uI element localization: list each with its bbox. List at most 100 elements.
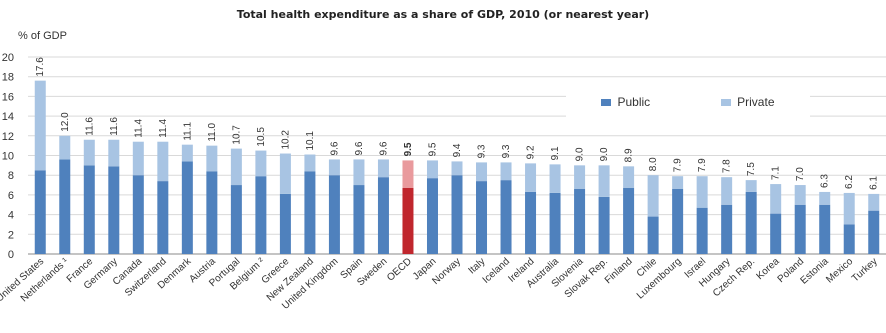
data-label: 11.6 <box>84 117 95 136</box>
bar-public <box>304 171 316 254</box>
bar-public <box>819 204 831 254</box>
data-label: 9.0 <box>575 147 586 161</box>
data-label: 6.1 <box>869 176 880 190</box>
data-label: 7.8 <box>722 159 733 173</box>
bar-private <box>770 184 782 214</box>
bar-private <box>353 159 365 186</box>
bar-private <box>83 139 95 166</box>
data-label: 9.5 <box>427 142 438 156</box>
y-tick-label: 10 <box>2 151 14 163</box>
bar-public <box>157 181 169 254</box>
bar-private <box>623 166 635 189</box>
bar-private <box>377 159 389 178</box>
x-tick-label: Norway <box>430 256 463 287</box>
legend-item-public: Public <box>601 95 650 109</box>
x-tick-label: Mexico <box>824 256 855 286</box>
bar-public <box>696 207 708 254</box>
data-label: 10.1 <box>305 131 316 151</box>
bar-public <box>794 204 806 254</box>
x-tick-label: Iceland <box>481 256 512 286</box>
bar-public <box>132 175 144 254</box>
bar-public <box>574 188 586 254</box>
bar-public <box>500 180 512 254</box>
data-label: 9.3 <box>501 144 512 158</box>
bar-private <box>402 160 414 189</box>
bar-public <box>59 159 71 254</box>
bar-public <box>476 181 488 254</box>
data-label: 11.4 <box>133 119 144 138</box>
bar-public <box>549 192 561 254</box>
y-tick-label: 6 <box>8 190 14 202</box>
legend: Public Private <box>566 84 810 120</box>
legend-item-private: Private <box>721 95 775 109</box>
bar-public <box>868 210 880 254</box>
data-label: 12.0 <box>60 112 71 132</box>
bar-public <box>525 191 537 254</box>
data-label: 9.6 <box>354 141 365 155</box>
legend-label-private: Private <box>737 95 775 109</box>
legend-swatch-public <box>601 98 612 106</box>
data-label: 11.4 <box>158 119 169 138</box>
data-label: 7.5 <box>746 162 757 176</box>
bar-public <box>451 175 463 254</box>
y-tick-label: 20 <box>2 52 14 64</box>
bar-public <box>647 216 659 254</box>
bar-public <box>34 170 46 254</box>
bar-private <box>476 162 488 182</box>
data-label: 9.5 <box>403 142 414 156</box>
data-label: 9.6 <box>378 141 389 155</box>
bar-private <box>304 154 316 172</box>
bar-private <box>843 192 855 225</box>
data-label: 9.4 <box>452 143 463 157</box>
bar-public <box>402 188 414 254</box>
bar-public <box>721 204 733 254</box>
bar-private <box>549 164 561 193</box>
bar-private <box>696 176 708 208</box>
data-label: 9.0 <box>599 147 610 161</box>
bar-private <box>206 145 218 172</box>
bar-private <box>426 160 438 179</box>
data-label: 7.9 <box>697 158 708 172</box>
bar-public <box>426 178 438 254</box>
data-label: 10.7 <box>231 125 242 145</box>
bar-private <box>794 185 806 205</box>
y-tick-label: 18 <box>2 72 14 84</box>
bar-private <box>34 80 46 171</box>
data-label: 10.2 <box>280 130 291 150</box>
bar-private <box>451 161 463 176</box>
data-label: 6.2 <box>844 175 855 189</box>
bar-private <box>59 135 71 160</box>
data-label: 11.1 <box>182 122 193 141</box>
bar-private <box>598 165 610 197</box>
bar-private <box>574 165 586 189</box>
data-label: 11.0 <box>207 122 218 141</box>
bar-private <box>108 139 120 167</box>
bar-public <box>770 213 782 254</box>
bar-public <box>83 165 95 254</box>
bar-public <box>353 185 365 254</box>
bar-public <box>181 161 193 254</box>
bar-private <box>157 141 169 182</box>
y-tick-label: 14 <box>2 111 14 123</box>
bar-private <box>745 180 757 192</box>
bar-private <box>132 141 144 176</box>
bar-private <box>328 159 340 176</box>
bar-private <box>500 162 512 181</box>
data-label: 7.1 <box>771 166 782 180</box>
bar-public <box>206 171 218 254</box>
data-label: 9.1 <box>550 146 561 160</box>
bar-private <box>230 148 242 186</box>
x-tick-label: Finland <box>603 256 635 286</box>
data-label: 7.9 <box>673 158 684 172</box>
bar-public <box>230 185 242 254</box>
data-label: 10.5 <box>256 127 267 147</box>
y-axis-unit-label: % of GDP <box>18 30 67 42</box>
y-tick-label: 0 <box>8 249 14 261</box>
bar-private <box>525 163 537 192</box>
y-tick-label: 8 <box>8 170 14 182</box>
bar-public <box>672 188 684 254</box>
chart-title: Total health expenditure as a share of G… <box>236 8 650 21</box>
y-tick-label: 4 <box>8 210 14 222</box>
bar-private <box>868 193 880 211</box>
x-tick-label: Turkey <box>850 256 880 284</box>
